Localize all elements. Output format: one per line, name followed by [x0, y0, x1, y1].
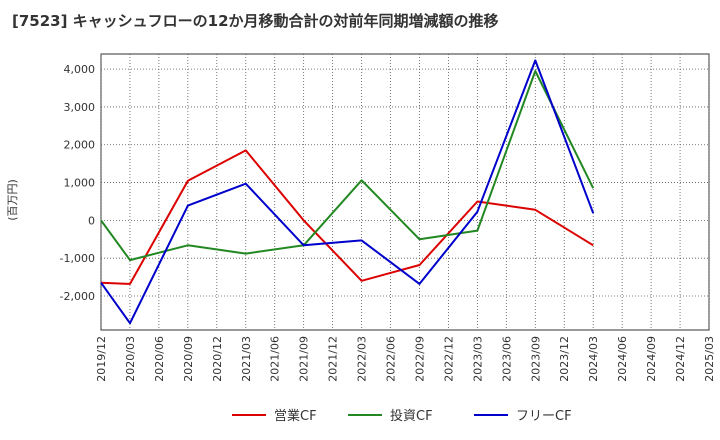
plot-area [100, 53, 710, 331]
chart-title: [7523] キャッシュフローの12か月移動合計の対前年同期増減額の推移 [12, 12, 499, 30]
x-tick-label: 2022/06 [385, 336, 398, 382]
x-tick-label: 2020/06 [153, 336, 166, 382]
x-tick-label: 2022/09 [413, 336, 426, 382]
y-tick-label: 3,000 [64, 101, 96, 114]
x-tick-label: 2021/09 [298, 336, 311, 382]
x-tick-label: 2022/03 [356, 336, 369, 382]
y-tick-label: 4,000 [64, 63, 96, 76]
x-tick-label: 2021/03 [240, 336, 253, 382]
y-axis: -2,000 -1,000 0 1,000 2,000 3,000 4,000 [60, 63, 95, 303]
legend: 営業CF 投資CF フリーCF [232, 408, 572, 424]
series-line-0 [100, 149, 594, 285]
x-tick-label: 2024/06 [616, 336, 629, 382]
legend-label: 営業CF [274, 408, 317, 424]
x-tick-label: 2023/06 [500, 336, 513, 382]
x-tick-label: 2021/06 [269, 336, 282, 382]
y-axis-label: (百万円) [6, 179, 19, 221]
series-line-1 [100, 70, 595, 262]
x-tick-label: 2020/09 [182, 336, 195, 382]
x-tick-label: 2020/12 [211, 336, 224, 382]
y-tick-label: 2,000 [64, 139, 96, 152]
x-tick-label: 2024/12 [674, 336, 687, 382]
y-tick-label: 0 [88, 214, 95, 227]
y-tick-label: -2,000 [60, 290, 95, 303]
x-tick-label: 2020/03 [124, 336, 137, 382]
x-tick-label: 2023/12 [558, 336, 571, 382]
legend-label: 投資CF [390, 408, 433, 424]
x-tick-label: 2019/12 [95, 336, 108, 382]
x-axis: 2019/12 2020/03 2020/06 2020/09 2020/12 2021/… [95, 336, 716, 382]
legend-label: フリーCF [516, 409, 572, 424]
x-tick-label: 2025/03 [703, 336, 716, 382]
x-tick-label: 2023/09 [529, 336, 542, 382]
x-tick-label: 2023/03 [471, 336, 484, 382]
series-layer [100, 59, 595, 325]
y-tick-label: -1,000 [60, 252, 95, 265]
series-line-2 [100, 59, 595, 325]
grid-layer [100, 54, 710, 330]
x-tick-label: 2024/03 [587, 336, 600, 382]
x-tick-label: 2022/12 [442, 336, 455, 382]
y-tick-label: 1,000 [64, 177, 96, 190]
x-tick-label: 2024/09 [645, 336, 658, 382]
x-tick-label: 2021/12 [327, 336, 340, 382]
